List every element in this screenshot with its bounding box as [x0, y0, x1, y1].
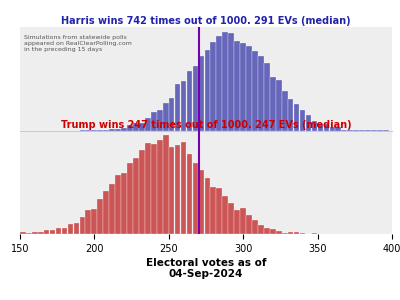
Bar — [187, 154, 192, 234]
Bar — [210, 187, 216, 234]
Bar — [228, 202, 234, 234]
Bar — [336, 127, 341, 130]
Bar — [145, 118, 151, 130]
Bar — [74, 223, 79, 234]
Bar — [240, 208, 246, 234]
Bar — [133, 123, 139, 130]
Bar — [270, 229, 276, 234]
Bar — [44, 230, 50, 234]
Bar — [294, 103, 300, 130]
Bar — [234, 210, 240, 234]
Bar — [62, 228, 67, 234]
Bar — [288, 99, 294, 130]
Bar — [318, 124, 323, 130]
Bar — [187, 71, 192, 130]
Bar — [204, 50, 210, 130]
Bar — [151, 112, 156, 130]
Bar — [264, 229, 270, 234]
Bar — [139, 123, 145, 130]
Bar — [252, 51, 258, 130]
Bar — [50, 230, 56, 234]
Bar — [294, 232, 300, 234]
Bar — [80, 217, 85, 234]
Bar — [222, 32, 228, 130]
Bar — [20, 232, 26, 234]
Bar — [68, 224, 73, 234]
Bar — [133, 158, 139, 234]
Bar — [193, 163, 198, 234]
Bar — [216, 36, 222, 130]
Bar — [276, 231, 282, 234]
Bar — [121, 128, 127, 130]
Bar — [38, 232, 44, 234]
Bar — [216, 188, 222, 234]
Text: Simulations from statewide polls
appeared on RealClearPolling.com
in the precedi: Simulations from statewide polls appeare… — [24, 35, 132, 52]
Title: Trump wins 247 times out of 1000. 247 EVs (median): Trump wins 247 times out of 1000. 247 EV… — [61, 120, 351, 130]
Bar — [109, 129, 115, 130]
Bar — [163, 103, 168, 130]
Bar — [198, 56, 204, 130]
Bar — [109, 184, 115, 234]
Bar — [103, 191, 109, 234]
Bar — [145, 143, 151, 234]
Bar — [32, 232, 38, 234]
Bar — [312, 121, 317, 130]
Bar — [204, 178, 210, 234]
Bar — [276, 80, 282, 130]
Bar — [258, 225, 264, 234]
Bar — [169, 98, 174, 130]
Bar — [312, 233, 317, 234]
Bar — [264, 63, 270, 130]
Bar — [300, 233, 305, 234]
Bar — [26, 233, 32, 234]
Bar — [175, 84, 180, 130]
Bar — [181, 81, 186, 130]
Bar — [300, 110, 305, 130]
Bar — [127, 163, 133, 234]
Bar — [115, 128, 121, 130]
Bar — [181, 142, 186, 234]
Bar — [175, 145, 180, 234]
Bar — [234, 41, 240, 130]
Bar — [228, 33, 234, 130]
Bar — [157, 110, 162, 130]
Bar — [115, 175, 121, 234]
Title: Harris wins 742 times out of 1000. 291 EVs (median): Harris wins 742 times out of 1000. 291 E… — [61, 16, 351, 26]
Bar — [222, 196, 228, 234]
Bar — [92, 209, 97, 234]
Bar — [121, 173, 127, 234]
Bar — [288, 232, 294, 234]
Bar — [282, 233, 288, 234]
Bar — [270, 77, 276, 130]
Bar — [151, 144, 156, 234]
Bar — [139, 150, 145, 234]
Bar — [97, 199, 103, 234]
Bar — [193, 66, 198, 130]
Bar — [56, 228, 61, 234]
Bar — [252, 220, 258, 234]
Bar — [163, 135, 168, 234]
Bar — [157, 140, 162, 234]
Bar — [246, 46, 252, 130]
Bar — [330, 127, 335, 130]
Bar — [324, 124, 329, 130]
Bar — [246, 215, 252, 234]
Bar — [282, 91, 288, 130]
Bar — [258, 56, 264, 130]
Bar — [240, 44, 246, 130]
Bar — [127, 125, 133, 130]
Bar — [198, 170, 204, 234]
X-axis label: Electoral votes as of
04-Sep-2024: Electoral votes as of 04-Sep-2024 — [146, 258, 266, 280]
Bar — [306, 115, 311, 130]
Bar — [86, 210, 91, 234]
Bar — [169, 147, 174, 234]
Bar — [210, 42, 216, 130]
